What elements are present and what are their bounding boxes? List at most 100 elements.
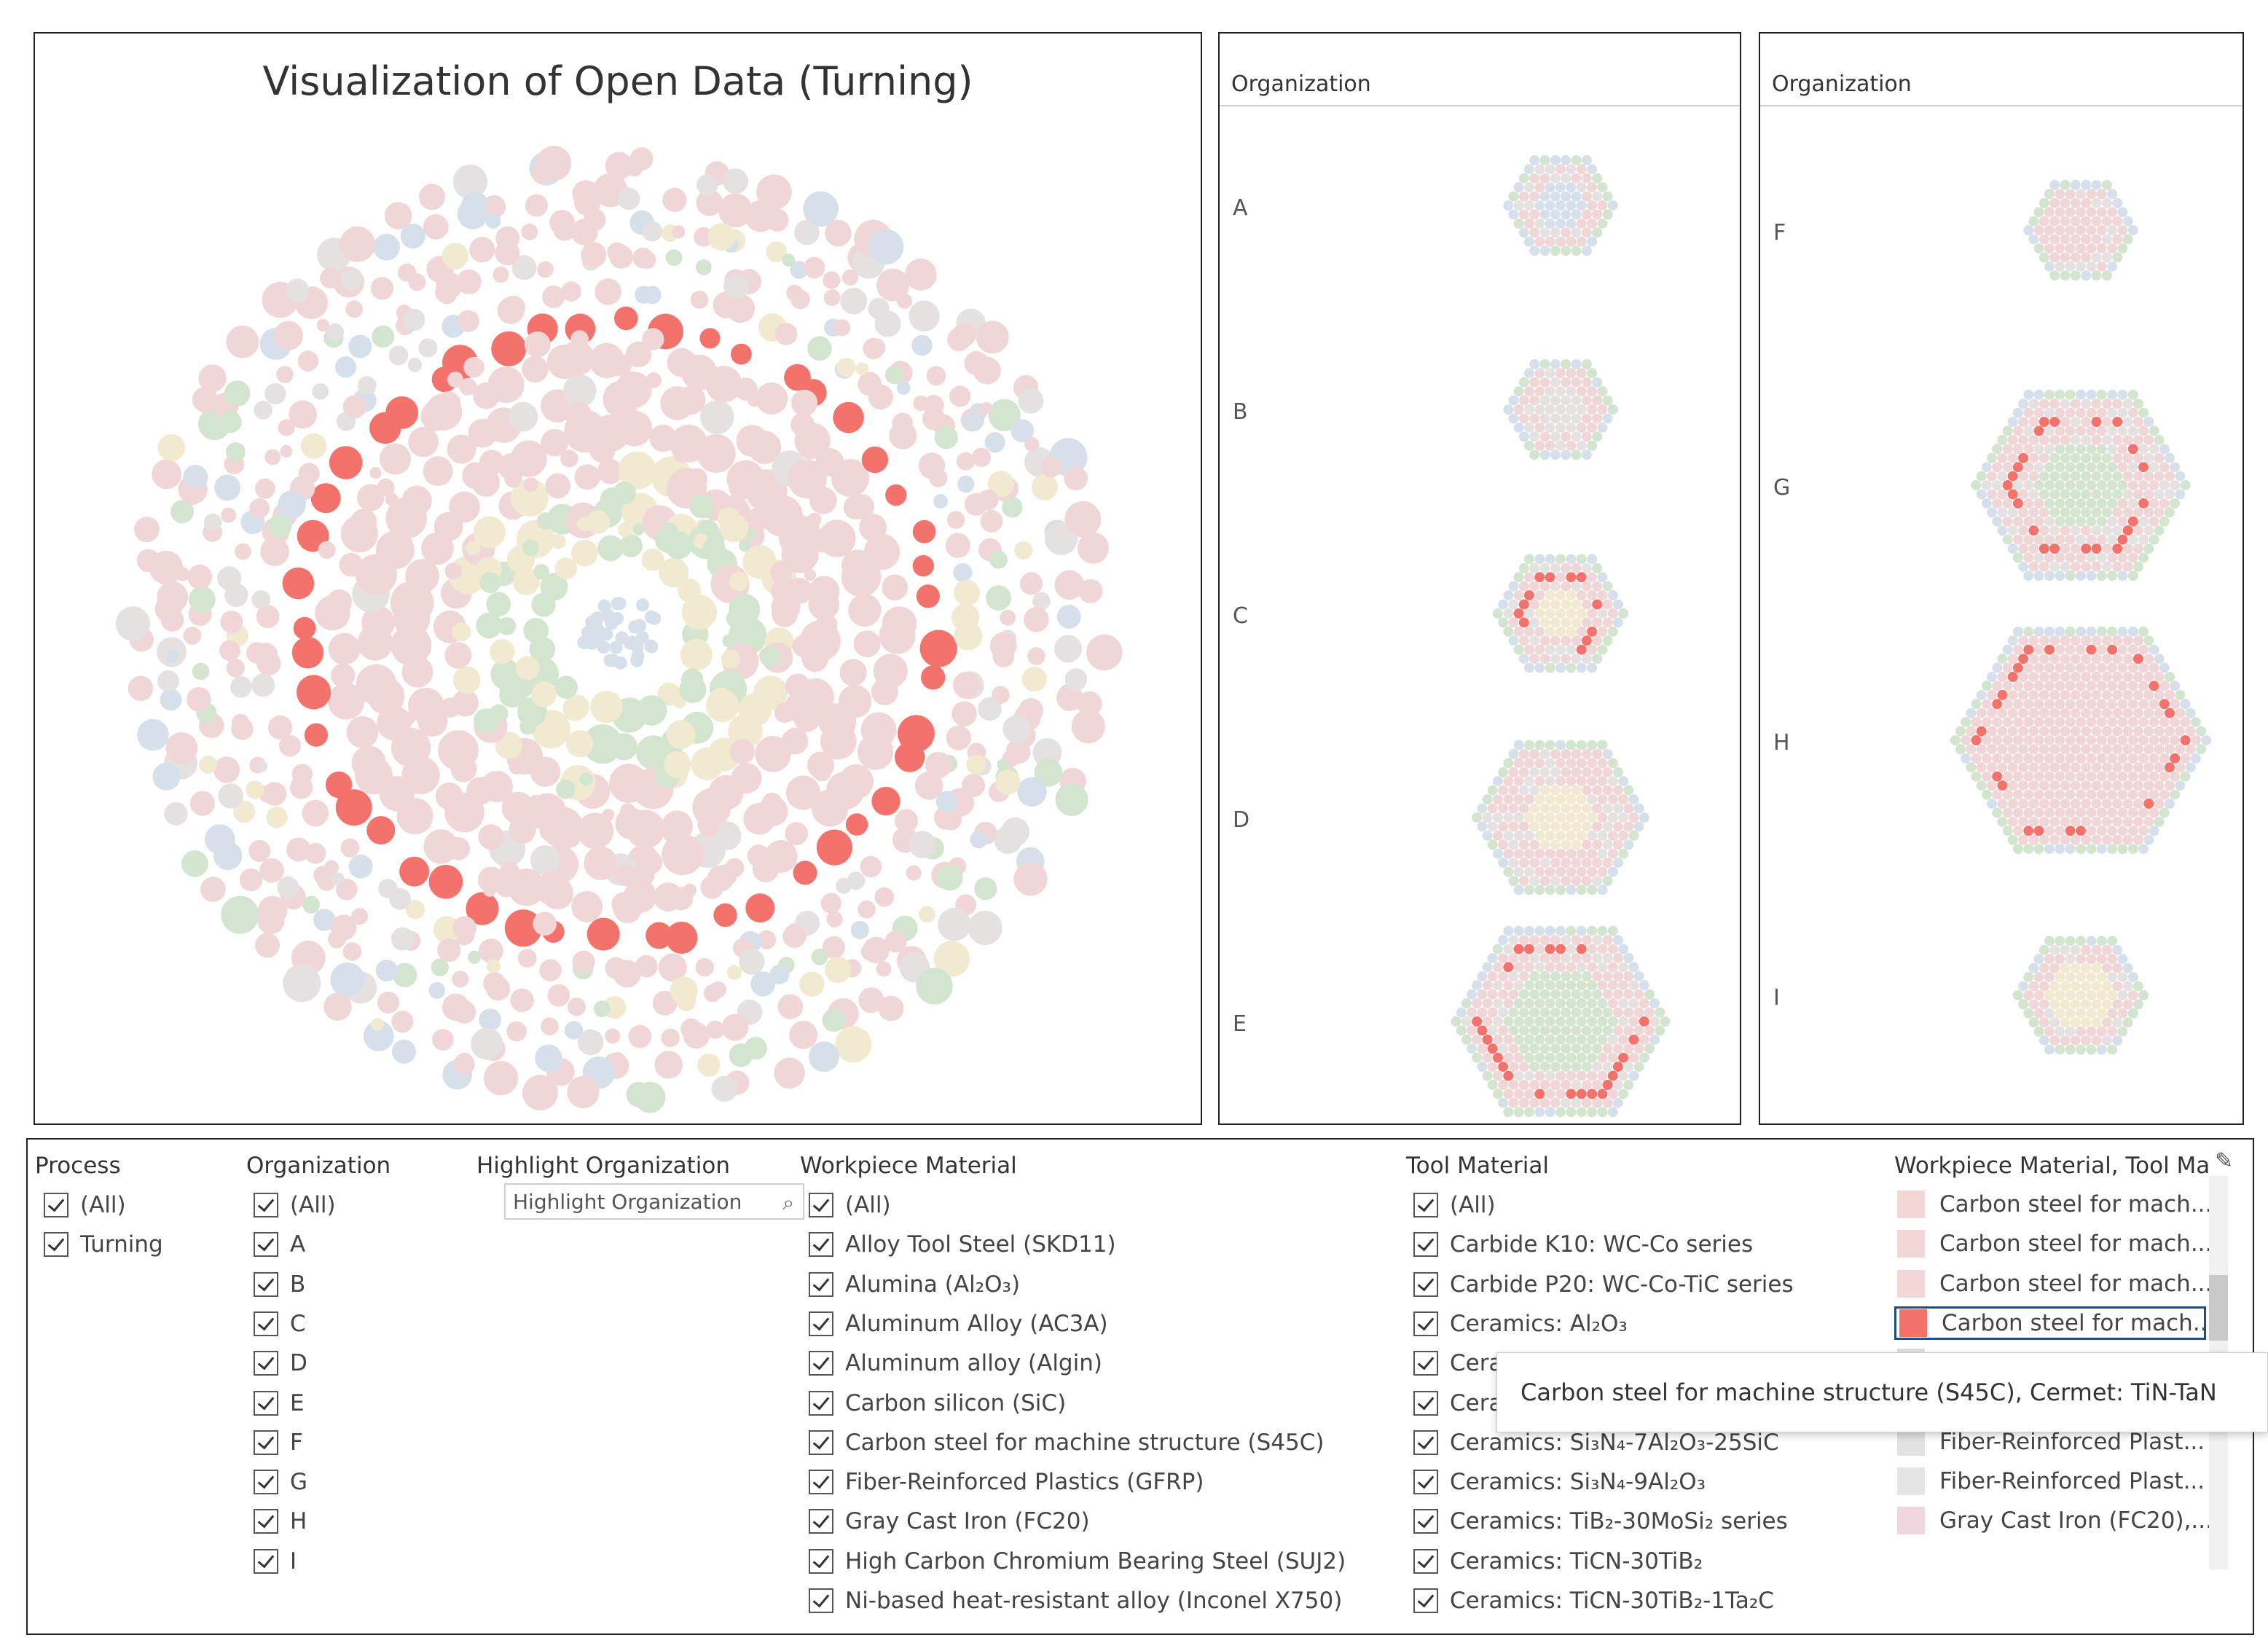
cluster-dot[interactable] bbox=[1581, 803, 1592, 814]
cluster-dot[interactable] bbox=[2033, 498, 2044, 509]
cluster-dot[interactable] bbox=[1566, 1070, 1577, 1081]
cluster-dot[interactable] bbox=[2143, 544, 2154, 554]
cluster-dot[interactable] bbox=[1550, 562, 1561, 573]
cluster-dot[interactable] bbox=[1607, 1107, 1618, 1118]
cluster-dot[interactable] bbox=[2012, 771, 2023, 782]
cluster-dot[interactable] bbox=[1461, 1034, 1472, 1045]
cluster-dot[interactable] bbox=[2007, 635, 2018, 646]
cluster-dot[interactable] bbox=[1503, 794, 1514, 805]
cluster-dot[interactable] bbox=[1607, 1034, 1618, 1045]
cluster-dot[interactable] bbox=[1555, 1070, 1566, 1081]
cluster-dot[interactable] bbox=[1602, 858, 1613, 868]
cluster-dot[interactable] bbox=[1592, 1025, 1603, 1036]
bubble[interactable] bbox=[187, 687, 211, 712]
highlighted-dot[interactable] bbox=[2002, 480, 2013, 490]
cluster-dot[interactable] bbox=[2065, 626, 2076, 637]
cluster-dot[interactable] bbox=[2055, 243, 2065, 254]
bubble[interactable] bbox=[611, 597, 624, 611]
cluster-dot[interactable] bbox=[2112, 471, 2123, 482]
cluster-dot[interactable] bbox=[2060, 179, 2071, 190]
cluster-dot[interactable] bbox=[2127, 735, 2138, 745]
highlighted-bubble[interactable] bbox=[895, 742, 925, 772]
cluster-dot[interactable] bbox=[2091, 981, 2102, 992]
cluster-dot[interactable] bbox=[1550, 450, 1561, 460]
cluster-dot[interactable] bbox=[1992, 516, 2003, 527]
cluster-dot[interactable] bbox=[2065, 498, 2076, 509]
cluster-dot[interactable] bbox=[1966, 726, 1977, 737]
cluster-dot[interactable] bbox=[1587, 440, 1598, 451]
cluster-dot[interactable] bbox=[1566, 608, 1577, 619]
bubble[interactable] bbox=[511, 255, 537, 281]
cluster-dot[interactable] bbox=[1581, 599, 1592, 610]
bubble[interactable] bbox=[770, 561, 793, 584]
checkbox-checked[interactable] bbox=[254, 1271, 278, 1297]
bubble[interactable] bbox=[348, 334, 372, 358]
cluster-dot[interactable] bbox=[2122, 999, 2133, 1010]
cluster-dot[interactable] bbox=[1545, 644, 1555, 655]
bubble[interactable] bbox=[498, 617, 517, 635]
cluster-dot[interactable] bbox=[2107, 1026, 2118, 1037]
cluster-dot[interactable] bbox=[1561, 1043, 1571, 1054]
cluster-dot[interactable] bbox=[1503, 1034, 1514, 1045]
cluster-dot[interactable] bbox=[2117, 844, 2128, 855]
bubble[interactable] bbox=[495, 732, 523, 759]
cluster-dot[interactable] bbox=[1581, 173, 1592, 184]
cluster-dot[interactable] bbox=[2065, 207, 2076, 218]
cluster-dot[interactable] bbox=[2076, 261, 2086, 272]
cluster-dot[interactable] bbox=[2060, 434, 2071, 445]
highlighted-dot[interactable] bbox=[1587, 1089, 1598, 1099]
cluster-dot[interactable] bbox=[2107, 225, 2118, 235]
cluster-dot[interactable] bbox=[1498, 617, 1509, 628]
highlighted-bubble[interactable] bbox=[919, 630, 957, 667]
bubble[interactable] bbox=[402, 308, 425, 332]
cluster-dot[interactable] bbox=[2049, 252, 2060, 263]
cluster-dot[interactable] bbox=[1561, 431, 1571, 442]
bubble[interactable] bbox=[508, 401, 538, 432]
cluster-dot[interactable] bbox=[2086, 189, 2097, 200]
cluster-dot[interactable] bbox=[2117, 807, 2128, 818]
bubble[interactable] bbox=[221, 895, 259, 934]
bubble[interactable] bbox=[997, 758, 1009, 771]
cluster-dot[interactable] bbox=[2065, 225, 2076, 235]
bubble[interactable] bbox=[444, 642, 472, 669]
cluster-dot[interactable] bbox=[2138, 753, 2149, 764]
bubble[interactable] bbox=[933, 494, 949, 509]
cluster-dot[interactable] bbox=[1592, 581, 1603, 592]
cluster-dot[interactable] bbox=[2096, 389, 2107, 400]
highlighted-dot[interactable] bbox=[1566, 1089, 1577, 1099]
cluster-dot[interactable] bbox=[1571, 1007, 1582, 1018]
bubble[interactable] bbox=[851, 569, 874, 592]
bubble[interactable] bbox=[680, 638, 713, 671]
cluster-dot[interactable] bbox=[1561, 785, 1571, 796]
bubble[interactable] bbox=[658, 953, 687, 982]
cluster-dot[interactable] bbox=[1997, 707, 2008, 718]
cluster-dot[interactable] bbox=[1571, 1080, 1582, 1090]
bubble[interactable] bbox=[978, 697, 1002, 721]
cluster-dot[interactable] bbox=[2122, 1017, 2133, 1028]
bubble[interactable] bbox=[889, 421, 917, 450]
cluster-dot[interactable] bbox=[1587, 758, 1598, 769]
bubble[interactable] bbox=[1054, 635, 1083, 663]
cluster-dot[interactable] bbox=[1607, 758, 1618, 769]
cluster-dot[interactable] bbox=[2154, 689, 2165, 700]
cluster-dot[interactable] bbox=[1545, 608, 1555, 619]
cluster-dot[interactable] bbox=[1508, 821, 1519, 832]
cluster-dot[interactable] bbox=[2070, 999, 2081, 1010]
bubble[interactable] bbox=[771, 576, 801, 605]
checkbox-checked[interactable] bbox=[254, 1311, 278, 1336]
cluster-dot[interactable] bbox=[1566, 1016, 1577, 1027]
cluster-dot[interactable] bbox=[2138, 407, 2149, 418]
cluster-dot[interactable] bbox=[1576, 608, 1587, 619]
cluster-dot[interactable] bbox=[1976, 762, 1987, 773]
cluster-dot[interactable] bbox=[2055, 462, 2065, 473]
highlighted-dot[interactable] bbox=[1576, 1089, 1587, 1099]
cluster-dot[interactable] bbox=[1612, 766, 1623, 777]
cluster-dot[interactable] bbox=[1534, 885, 1545, 895]
highlighted-bubble[interactable] bbox=[291, 637, 324, 669]
cluster-dot[interactable] bbox=[1997, 525, 2008, 536]
cluster-dot[interactable] bbox=[2101, 179, 2112, 190]
cluster-dot[interactable] bbox=[2107, 681, 2118, 691]
cluster-dot[interactable] bbox=[2081, 689, 2092, 700]
bubble[interactable] bbox=[251, 590, 271, 609]
cluster-dot[interactable] bbox=[2023, 789, 2034, 800]
